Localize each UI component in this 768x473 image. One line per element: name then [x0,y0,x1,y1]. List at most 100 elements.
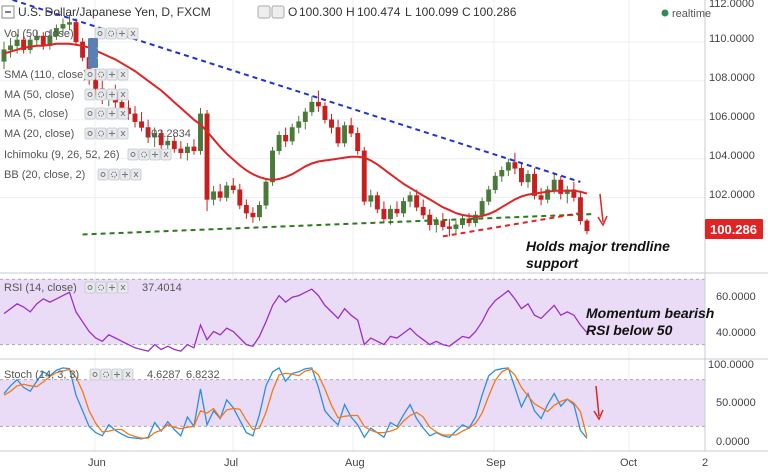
indicator-ma5-label[interactable]: MA (5, close) [4,108,68,120]
candle-body [276,135,282,152]
legend-eye-icon[interactable] [89,368,101,381]
price-axis-tick: 104.0000 [709,150,755,162]
legend-close-icon[interactable] [117,281,129,294]
candle-body [171,140,177,150]
legend-settings-icon[interactable] [100,368,112,381]
collapse-icon[interactable] [1,5,15,19]
legend-close-icon[interactable] [117,68,129,81]
last-price-tag: 100.286 [705,219,763,239]
stoch-label[interactable]: Stoch (14, 3, 3) [4,369,79,381]
candle [512,152,518,175]
legend-eye-icon[interactable] [84,68,96,81]
legend-eye-icon[interactable] [94,27,106,40]
candle-body [119,101,125,109]
candle-body [453,224,459,229]
candle-body [361,150,367,202]
symbol-title: U.S. Dollar/Japanese Yen, D, FXCM [18,5,211,19]
header-settings-icon[interactable] [257,5,271,19]
legend-settings-icon[interactable] [95,127,107,140]
candle [171,135,177,153]
legend-eye-icon[interactable] [84,88,96,101]
legend-settings-icon[interactable] [95,88,107,101]
candle [460,215,465,229]
indicator-sma110-label[interactable]: SMA (110, close) [4,69,87,81]
candle-body [184,146,190,154]
legend-settings-icon[interactable] [95,107,107,120]
candle-body [466,218,472,224]
candle-body [388,208,393,220]
candle-body [420,206,426,216]
candle [414,189,420,212]
candle [257,201,262,221]
legend-settings-icon[interactable] [95,281,107,294]
indicator-ma50-label[interactable]: MA (50, close) [4,89,74,101]
candle-body [283,135,289,142]
legend-close-icon[interactable] [117,127,129,140]
candle [355,127,361,155]
candle-body [499,170,505,177]
candle-body [73,22,79,43]
legend-settings-icon[interactable] [95,68,107,81]
candle [577,191,583,225]
indicator-legends: Vol (50, close) SMA (110, close) MA (50,… [4,28,191,181]
candle-body [355,133,361,152]
candle [276,131,282,155]
legend-close-icon[interactable] [117,107,129,120]
legend-close-icon[interactable] [160,148,172,161]
candle-body [211,191,217,200]
legend-settings-icon[interactable] [138,148,150,161]
time-axis-label: Oct [620,457,637,469]
legend-add-icon[interactable] [116,27,128,40]
stoch-down-arrow-icon [595,385,600,417]
ohlc-close-value: 100.286 [473,5,517,19]
candle-body [132,113,138,122]
legend-eye-icon[interactable] [84,281,96,294]
legend-shortcut-icon[interactable] [88,48,98,58]
legend-shortcut-icon[interactable] [88,58,98,68]
ohlc-high-value: 100.474 [357,5,401,19]
legend-add-icon[interactable] [106,88,118,101]
legend-close-icon[interactable] [130,168,142,181]
rsi-axis-tick: 60.0000 [716,291,756,303]
candle [263,178,269,210]
candle [132,106,138,128]
candle [492,172,498,194]
header-eye-icon[interactable] [271,5,285,19]
legend-add-icon[interactable] [106,281,118,294]
rsi-label[interactable]: RSI (14, close) [4,282,77,294]
indicator-ichimoku-label[interactable]: Ichimoku (9, 26, 52, 26) [4,149,120,161]
legend-shortcut-icon[interactable] [88,38,98,48]
legend-close-icon[interactable] [127,27,139,40]
legend-eye-icon[interactable] [84,107,96,120]
indicator-ma20-label[interactable]: MA (20, close) [4,128,74,140]
legend-eye-icon[interactable] [84,127,96,140]
candle-body [374,195,380,210]
legend-add-icon[interactable] [106,127,118,140]
legend-add-icon[interactable] [106,107,118,120]
legend-settings-icon[interactable] [108,168,120,181]
legend-eye-icon[interactable] [127,148,139,161]
candle-body [446,226,452,229]
candle [139,111,145,132]
legend-settings-icon[interactable] [105,27,117,40]
legend-add-icon[interactable] [111,368,123,381]
stoch-d-line [3,367,588,439]
legend-close-icon[interactable] [122,368,134,381]
realtime-label: realtime [672,8,711,20]
candle [368,189,374,208]
time-axis-label: Jun [88,457,106,469]
legend-eye-icon[interactable] [97,168,109,181]
legend-add-icon[interactable] [106,68,118,81]
indicator-bb-label[interactable]: BB (20, close, 2) [4,169,85,181]
indicator-vol-label[interactable]: Vol (50, close) [4,28,74,40]
stoch-pane-legend: Stoch (14, 3, 3) 4.6287 6.8232 [4,369,220,381]
header: U.S. Dollar/Japanese Yen, D, FXCM O 100.… [1,5,711,20]
legend-close-icon[interactable] [117,88,129,101]
candle-body [394,208,400,214]
legend-add-icon[interactable] [149,148,161,161]
legend-add-icon[interactable] [119,168,131,181]
rsi-axis-tick: 40.0000 [716,327,756,339]
ohlc-open-value: 100.300 [299,5,343,19]
candle [401,197,407,217]
